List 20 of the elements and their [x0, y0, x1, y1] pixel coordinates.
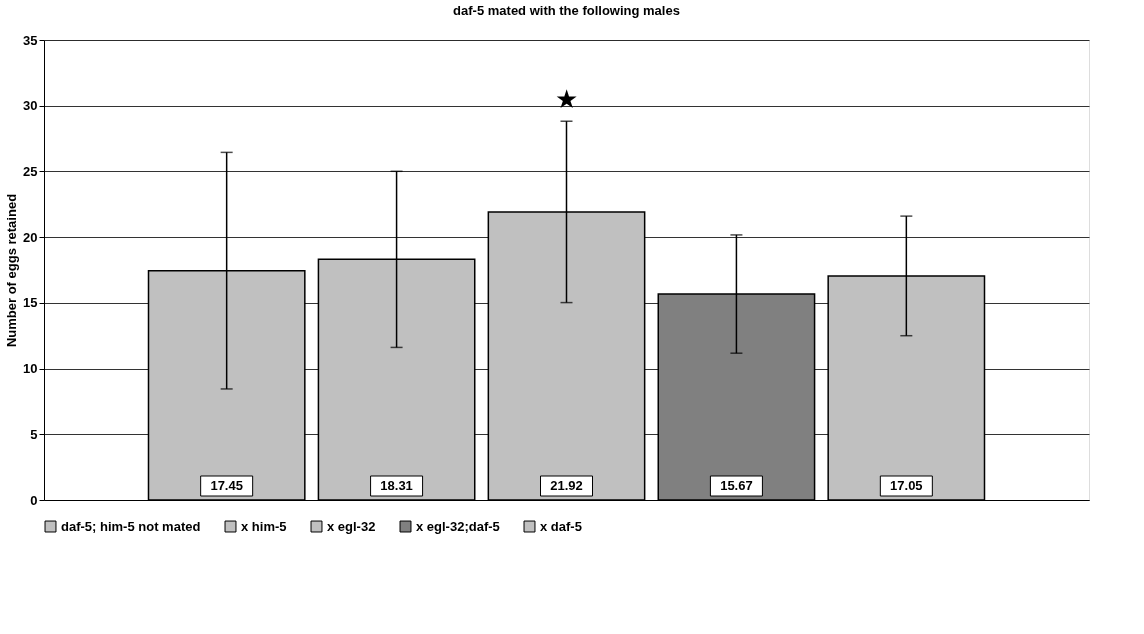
- y-tick-label: 5: [30, 426, 38, 442]
- legend-label: x daf-5: [540, 518, 582, 534]
- y-tick-label: 15: [23, 295, 38, 311]
- chart-title: daf-5 mated with the following males: [453, 3, 680, 18]
- data-label: 15.67: [720, 478, 753, 493]
- legend-label: x him-5: [241, 518, 287, 534]
- data-label: 21.92: [550, 478, 583, 493]
- legend-label: x egl-32;daf-5: [416, 518, 500, 534]
- y-tick-label: 20: [23, 229, 38, 245]
- data-label: 17.45: [210, 478, 243, 493]
- legend-label: x egl-32: [327, 518, 376, 534]
- y-tick-label: 30: [23, 98, 38, 114]
- y-tick-label: 10: [23, 361, 38, 377]
- data-label: 17.05: [890, 478, 923, 493]
- y-axis-title: Number of eggs retained: [4, 193, 20, 348]
- y-tick-label: 35: [23, 32, 38, 48]
- data-label: 18.31: [380, 478, 413, 493]
- legend-label: daf-5; him-5 not mated: [61, 518, 201, 534]
- y-tick-label: 25: [23, 163, 38, 179]
- y-tick-label: 0: [30, 492, 38, 508]
